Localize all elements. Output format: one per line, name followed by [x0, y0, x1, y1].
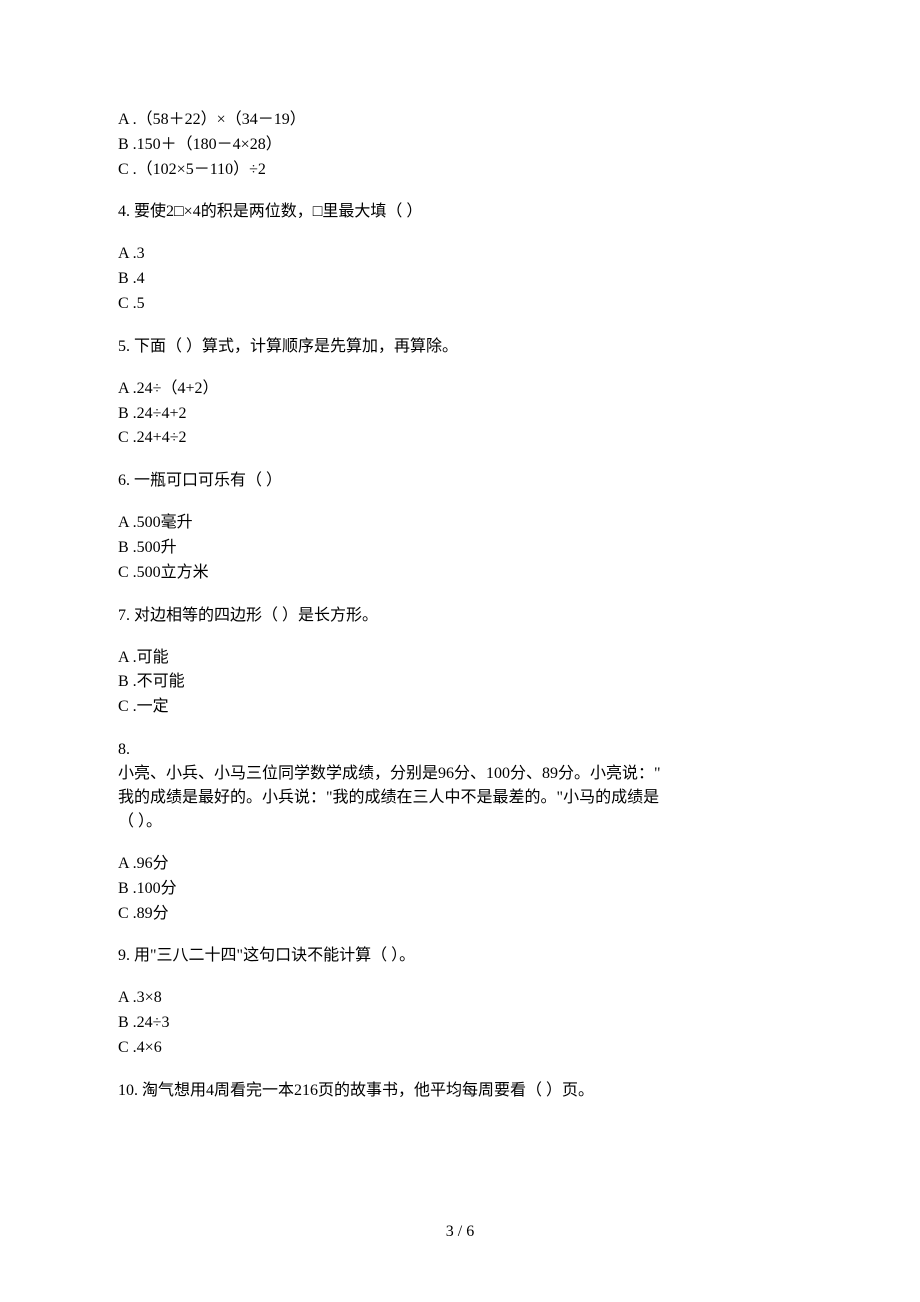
q5-options: A .24÷（4+2） B .24÷4+2 C .24+4÷2: [118, 377, 802, 451]
q5-option-b: B .24÷4+2: [118, 402, 802, 427]
q5-stem: 5. 下面（ ）算式，计算顺序是先算加，再算除。: [118, 335, 802, 359]
q6-option-c: C .500立方米: [118, 561, 802, 586]
q7-option-c: C .一定: [118, 695, 802, 720]
q8-option-a: A .96分: [118, 852, 802, 877]
q4-options: A .3 B .4 C .5: [118, 242, 802, 316]
q7-stem: 7. 对边相等的四边形（ ）是长方形。: [118, 604, 802, 628]
q6-stem: 6. 一瓶可口可乐有（ ）: [118, 469, 802, 493]
q8-number: 8.: [118, 738, 802, 762]
q10-stem: 10. 淘气想用4周看完一本216页的故事书，他平均每周要看（ ）页。: [118, 1079, 802, 1103]
q4-option-b: B .4: [118, 267, 802, 292]
q4-option-a: A .3: [118, 242, 802, 267]
q8-line1: 小亮、小兵、小马三位同学数学成绩，分别是96分、100分、89分。小亮说：": [118, 762, 802, 786]
q8-options: A .96分 B .100分 C .89分: [118, 852, 802, 926]
q8-line3: （ ）。: [118, 810, 802, 834]
q8-option-b: B .100分: [118, 877, 802, 902]
q3-option-c: C .（102×5－110）÷2: [118, 158, 802, 183]
q9-option-b: B .24÷3: [118, 1011, 802, 1036]
q8-line2: 我的成绩是最好的。小兵说："我的成绩在三人中不是最差的。"小马的成绩是: [118, 786, 802, 810]
q6-options: A .500毫升 B .500升 C .500立方米: [118, 511, 802, 585]
q9-option-c: C .4×6: [118, 1036, 802, 1061]
q5-option-c: C .24+4÷2: [118, 426, 802, 451]
q7-options: A .可能 B .不可能 C .一定: [118, 646, 802, 720]
q9-option-a: A .3×8: [118, 986, 802, 1011]
page-number: 3 / 6: [0, 1220, 920, 1244]
q4-option-c: C .5: [118, 292, 802, 317]
q4-stem: 4. 要使2□×4的积是两位数，□里最大填（ ）: [118, 200, 802, 224]
q3-options: A .（58＋22）×（34－19） B .150＋（180－4×28） C .…: [118, 108, 802, 182]
q3-option-b: B .150＋（180－4×28）: [118, 133, 802, 158]
q3-option-a: A .（58＋22）×（34－19）: [118, 108, 802, 133]
q8-option-c: C .89分: [118, 902, 802, 927]
q5-option-a: A .24÷（4+2）: [118, 377, 802, 402]
q6-option-a: A .500毫升: [118, 511, 802, 536]
q9-options: A .3×8 B .24÷3 C .4×6: [118, 986, 802, 1060]
q7-option-a: A .可能: [118, 646, 802, 671]
q8-stem: 8. 小亮、小兵、小马三位同学数学成绩，分别是96分、100分、89分。小亮说：…: [118, 738, 802, 834]
q6-option-b: B .500升: [118, 536, 802, 561]
q9-stem: 9. 用"三八二十四"这句口诀不能计算（ ）。: [118, 944, 802, 968]
q7-option-b: B .不可能: [118, 670, 802, 695]
